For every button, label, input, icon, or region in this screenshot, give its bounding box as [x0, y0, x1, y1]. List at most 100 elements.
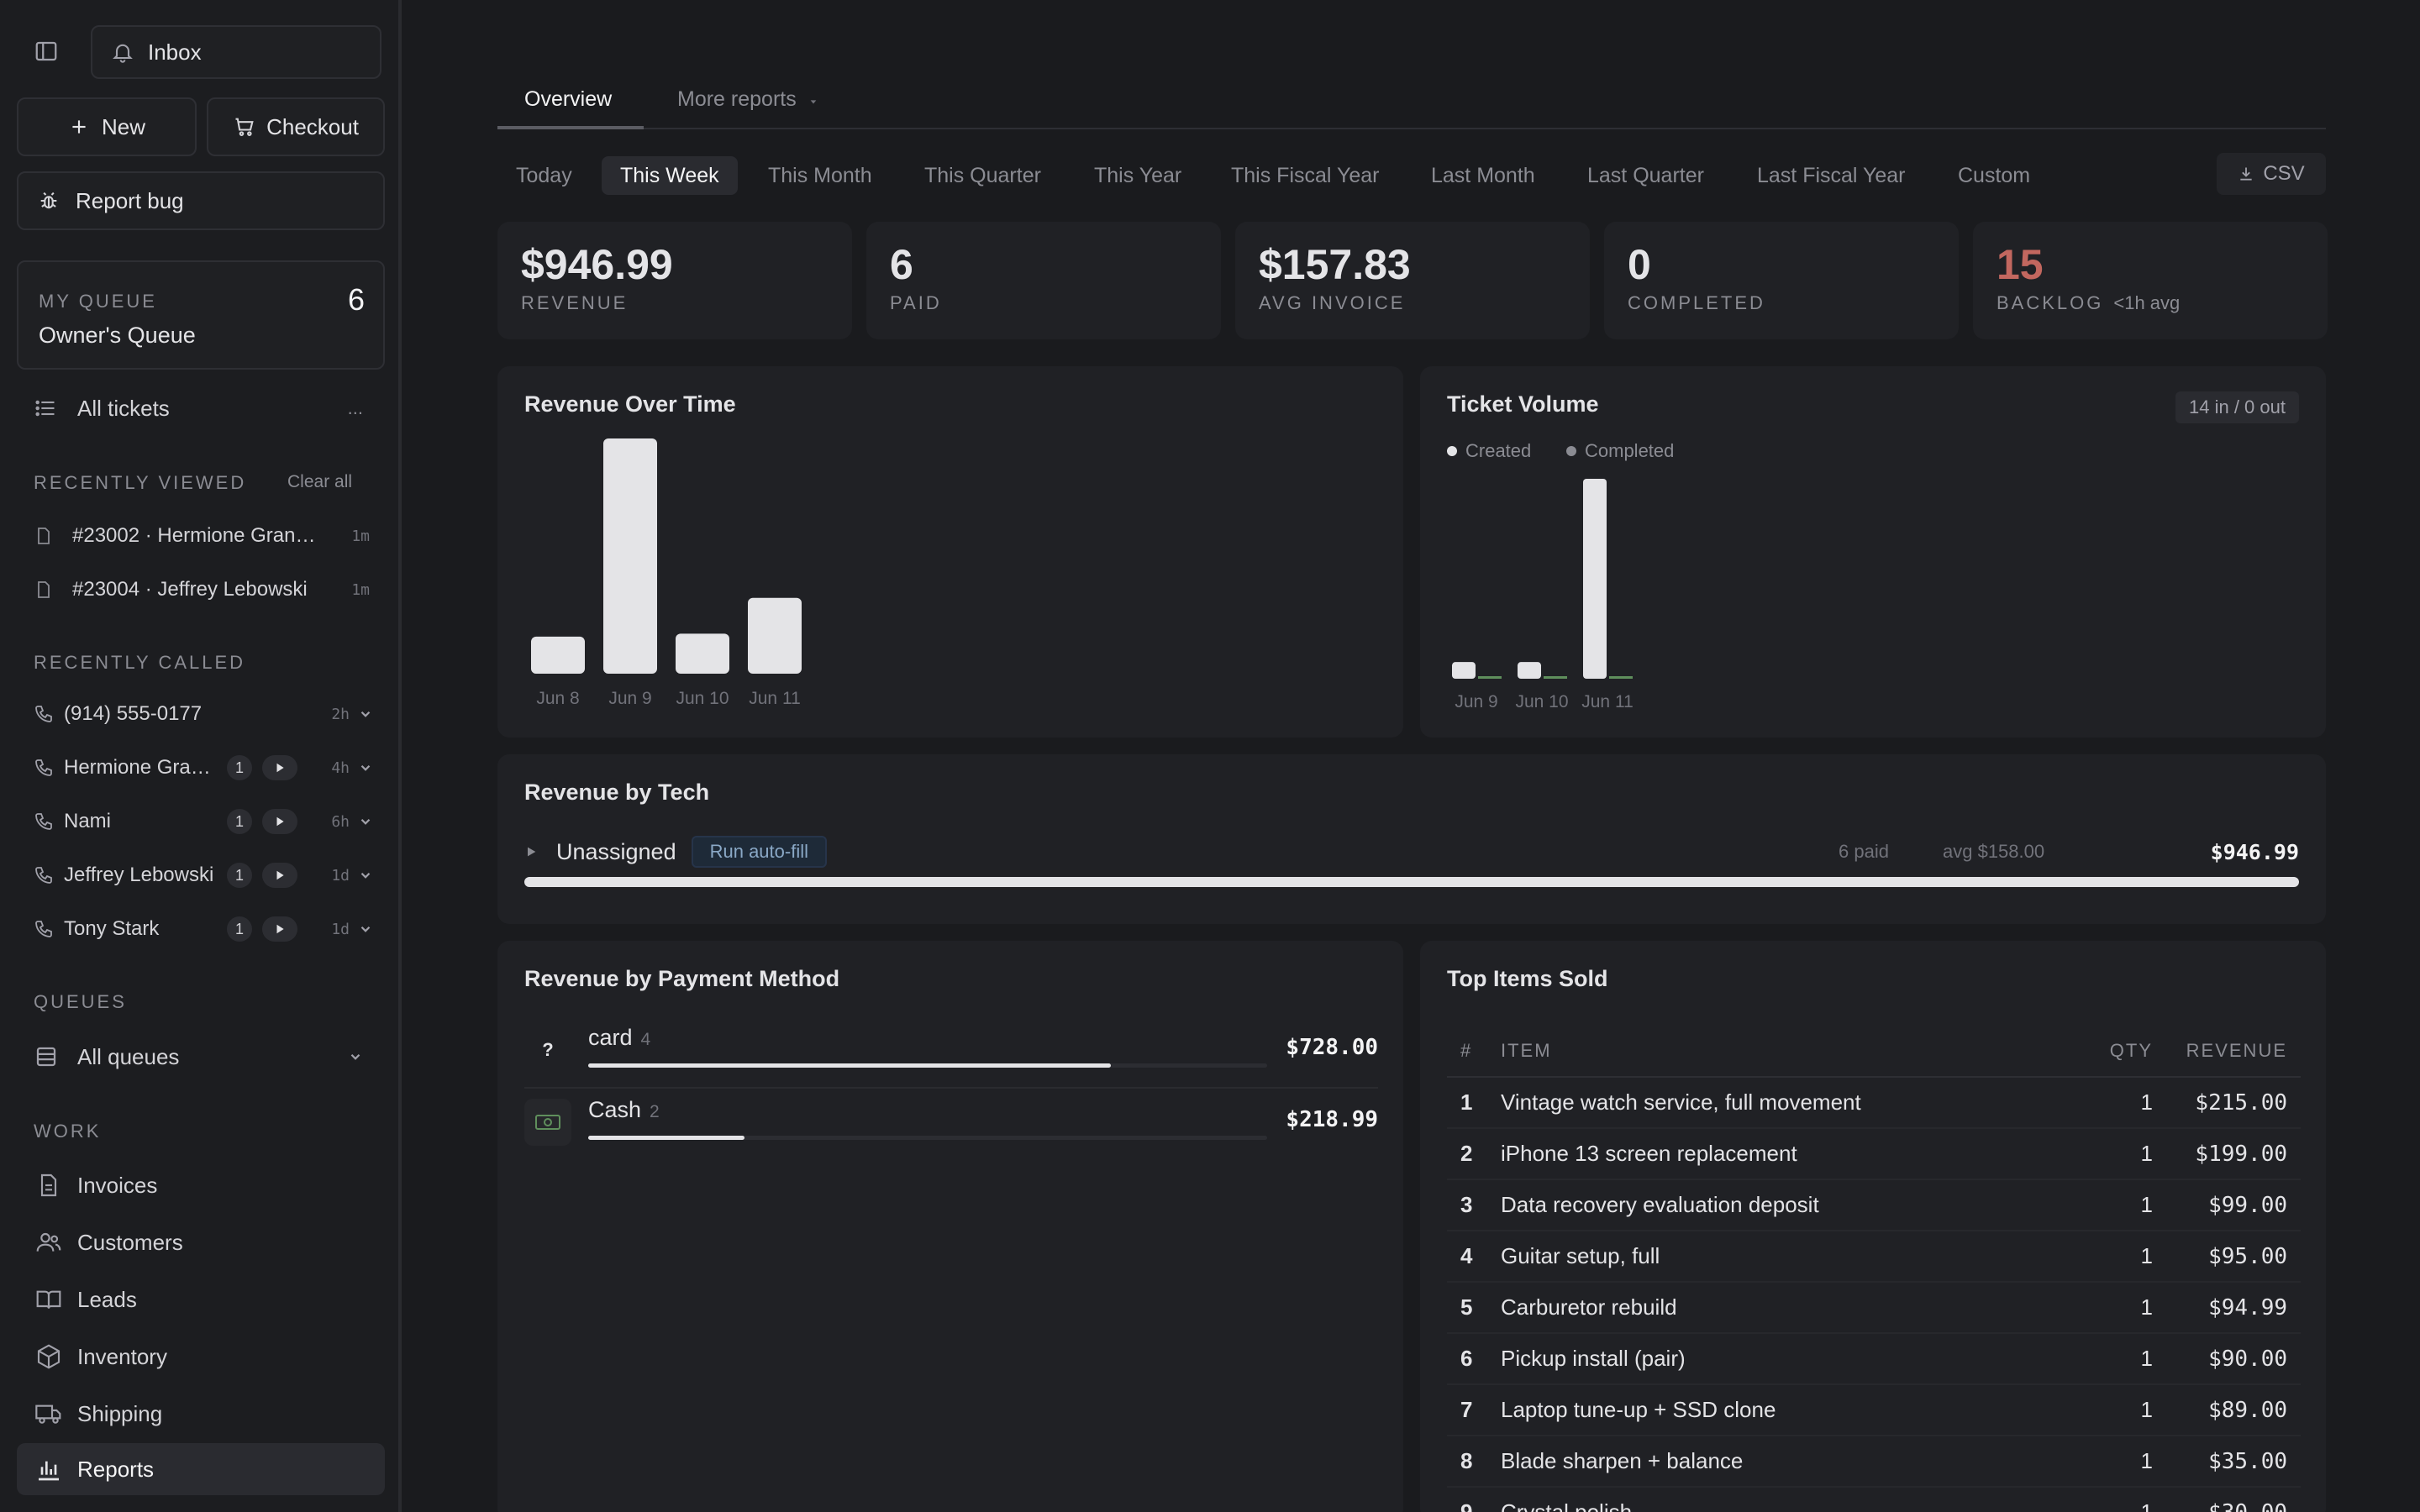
recent-call[interactable]: Tony Stark 1 1d [34, 912, 373, 946]
phone-icon [34, 865, 54, 885]
sidebar-toggle-icon[interactable] [34, 39, 59, 64]
table-row[interactable]: 2 iPhone 13 screen replacement 1 $199.00 [1447, 1128, 2301, 1180]
recent-call[interactable]: Hermione Granger 1 4h [34, 751, 373, 785]
x-tick-label: Jun 9 [608, 689, 651, 708]
nav-leads[interactable]: Leads [17, 1273, 385, 1326]
created-bar[interactable] [1518, 662, 1541, 679]
my-queue-card[interactable]: MY QUEUE Owner's Queue 6 [17, 260, 385, 370]
chevron-down-icon[interactable] [358, 706, 373, 722]
table-row[interactable]: 3 Data recovery evaluation deposit 1 $99.00 [1447, 1179, 2301, 1231]
kpi-label: REVENUE [521, 292, 629, 313]
list-icon [34, 396, 57, 420]
tab-more-reports-label: More reports [677, 87, 797, 111]
top-items-card: Top Items Sold # ITEM QTY REVENUE 1 Vinta… [1420, 941, 2326, 1512]
revenue-bar[interactable] [531, 636, 585, 674]
range-this-quarter[interactable]: This Quarter [924, 163, 1041, 187]
chevron-down-icon[interactable] [358, 760, 373, 775]
payment-method-amount: $218.99 [1286, 1107, 1378, 1132]
table-row[interactable]: 4 Guitar setup, full 1 $95.00 [1447, 1231, 2301, 1283]
queue-name: Owner's Queue [39, 323, 196, 348]
completed-bar[interactable] [1544, 676, 1567, 679]
range-this-fiscal-year[interactable]: This Fiscal Year [1231, 163, 1380, 187]
all-tickets-more-button[interactable]: ... [347, 397, 363, 418]
play-button[interactable] [262, 755, 297, 780]
chevron-down-icon[interactable] [358, 814, 373, 829]
nav-label: Inventory [77, 1343, 167, 1369]
table-row[interactable]: 8 Blade sharpen + balance 1 $35.00 [1447, 1436, 2301, 1488]
tab-overview[interactable]: Overview [524, 87, 613, 111]
range-custom[interactable]: Custom [1958, 163, 2031, 187]
all-tickets-link[interactable]: All tickets ... [34, 391, 373, 425]
range-today[interactable]: Today [516, 163, 572, 187]
all-queues-label: All queues [77, 1043, 180, 1069]
revenue-bar[interactable] [748, 597, 802, 674]
play-button[interactable] [262, 863, 297, 888]
range-last-fiscal-year[interactable]: Last Fiscal Year [1757, 163, 1906, 187]
nav-invoices[interactable]: Invoices [17, 1159, 385, 1211]
revenue-bar[interactable] [676, 633, 729, 674]
legend-completed: Completed [1566, 440, 1674, 462]
nav-shipping[interactable]: Shipping [17, 1388, 385, 1440]
range-this-year[interactable]: This Year [1094, 163, 1182, 187]
item-qty: 1 [2075, 1128, 2166, 1180]
range-this-month[interactable]: This Month [768, 163, 872, 187]
play-icon [274, 816, 286, 827]
revenue-by-tech-card: Revenue by Tech Unassigned Run auto-fill… [497, 754, 2326, 924]
range-last-month[interactable]: Last Month [1431, 163, 1535, 187]
created-bar[interactable] [1452, 662, 1476, 679]
file-icon [34, 526, 54, 546]
table-row[interactable]: 1 Vintage watch service, full movement 1 $2… [1447, 1077, 2301, 1129]
play-button[interactable] [262, 916, 297, 942]
call-count-badge: 1 [227, 863, 252, 888]
chevron-down-icon[interactable] [358, 868, 373, 883]
completed-bar[interactable] [1609, 676, 1633, 679]
recent-call[interactable]: Nami 1 6h [34, 805, 373, 838]
report-bug-label: Report bug [76, 187, 184, 213]
kpi-paid: 6 PAID [866, 222, 1221, 339]
table-row[interactable]: 5 Carburetor rebuild 1 $94.99 [1447, 1282, 2301, 1334]
kpi-completed: 0 COMPLETED [1604, 222, 1959, 339]
new-button[interactable]: New [17, 97, 197, 156]
phone-icon [34, 919, 54, 939]
created-bar[interactable] [1583, 479, 1607, 679]
play-button[interactable] [262, 809, 297, 834]
bar-chart-icon [35, 1456, 62, 1483]
payment-method-name-row: Cash 2 [588, 1097, 660, 1123]
expand-caret-icon[interactable] [524, 845, 538, 858]
revenue-bar[interactable] [603, 438, 657, 674]
csv-export-button[interactable]: CSV [2217, 153, 2326, 195]
payment-method-bar-fill [588, 1136, 744, 1140]
clear-all-button[interactable]: Clear all [287, 472, 353, 491]
column-header-item: ITEM [1501, 1025, 2076, 1078]
nav-customers[interactable]: Customers [17, 1216, 385, 1268]
nav-inventory[interactable]: Inventory [17, 1331, 385, 1383]
run-auto-fill-button[interactable]: Run auto-fill [691, 836, 827, 868]
report-bug-button[interactable]: Report bug [17, 171, 385, 230]
table-row[interactable]: 7 Laptop tune-up + SSD clone 1 $89.00 [1447, 1384, 2301, 1436]
item-rank: 3 [1447, 1179, 1501, 1231]
inbox-button[interactable]: Inbox [91, 25, 381, 79]
item-rank: 9 [1447, 1487, 1501, 1512]
range-last-quarter[interactable]: Last Quarter [1587, 163, 1704, 187]
completed-bar[interactable] [1478, 676, 1502, 679]
all-queues-select[interactable]: All queues [34, 1040, 373, 1074]
kpi-avg-invoice: $157.83 AVG INVOICE [1235, 222, 1590, 339]
nav-reports[interactable]: Reports [17, 1443, 385, 1495]
book-icon [35, 1286, 62, 1313]
range-this-week[interactable]: This Week [602, 156, 738, 195]
recent-ticket[interactable]: #23002 · Hermione Granger 1m [34, 519, 370, 553]
table-row[interactable]: 6 Pickup install (pair) 1 $90.00 [1447, 1333, 2301, 1385]
payment-method-name-row: card 4 [588, 1025, 650, 1051]
item-rank: 4 [1447, 1231, 1501, 1283]
tab-more-reports[interactable]: More reports [677, 87, 818, 112]
phone-icon [34, 811, 54, 832]
chevron-down-icon[interactable] [358, 921, 373, 937]
checkout-button[interactable]: Checkout [207, 97, 385, 156]
tech-row[interactable]: Unassigned Run auto-fill 6 paid avg $158… [524, 835, 2299, 869]
recent-call-label: Tony Stark [64, 917, 160, 940]
recent-ticket[interactable]: #23004 · Jeffrey Lebowski 1m [34, 573, 370, 606]
recent-call[interactable]: (914) 555-0177 2h [34, 697, 373, 731]
recent-call[interactable]: Jeffrey Lebowski 1 1d [34, 858, 373, 892]
recently-viewed-heading: RECENTLY VIEWED [34, 472, 247, 493]
